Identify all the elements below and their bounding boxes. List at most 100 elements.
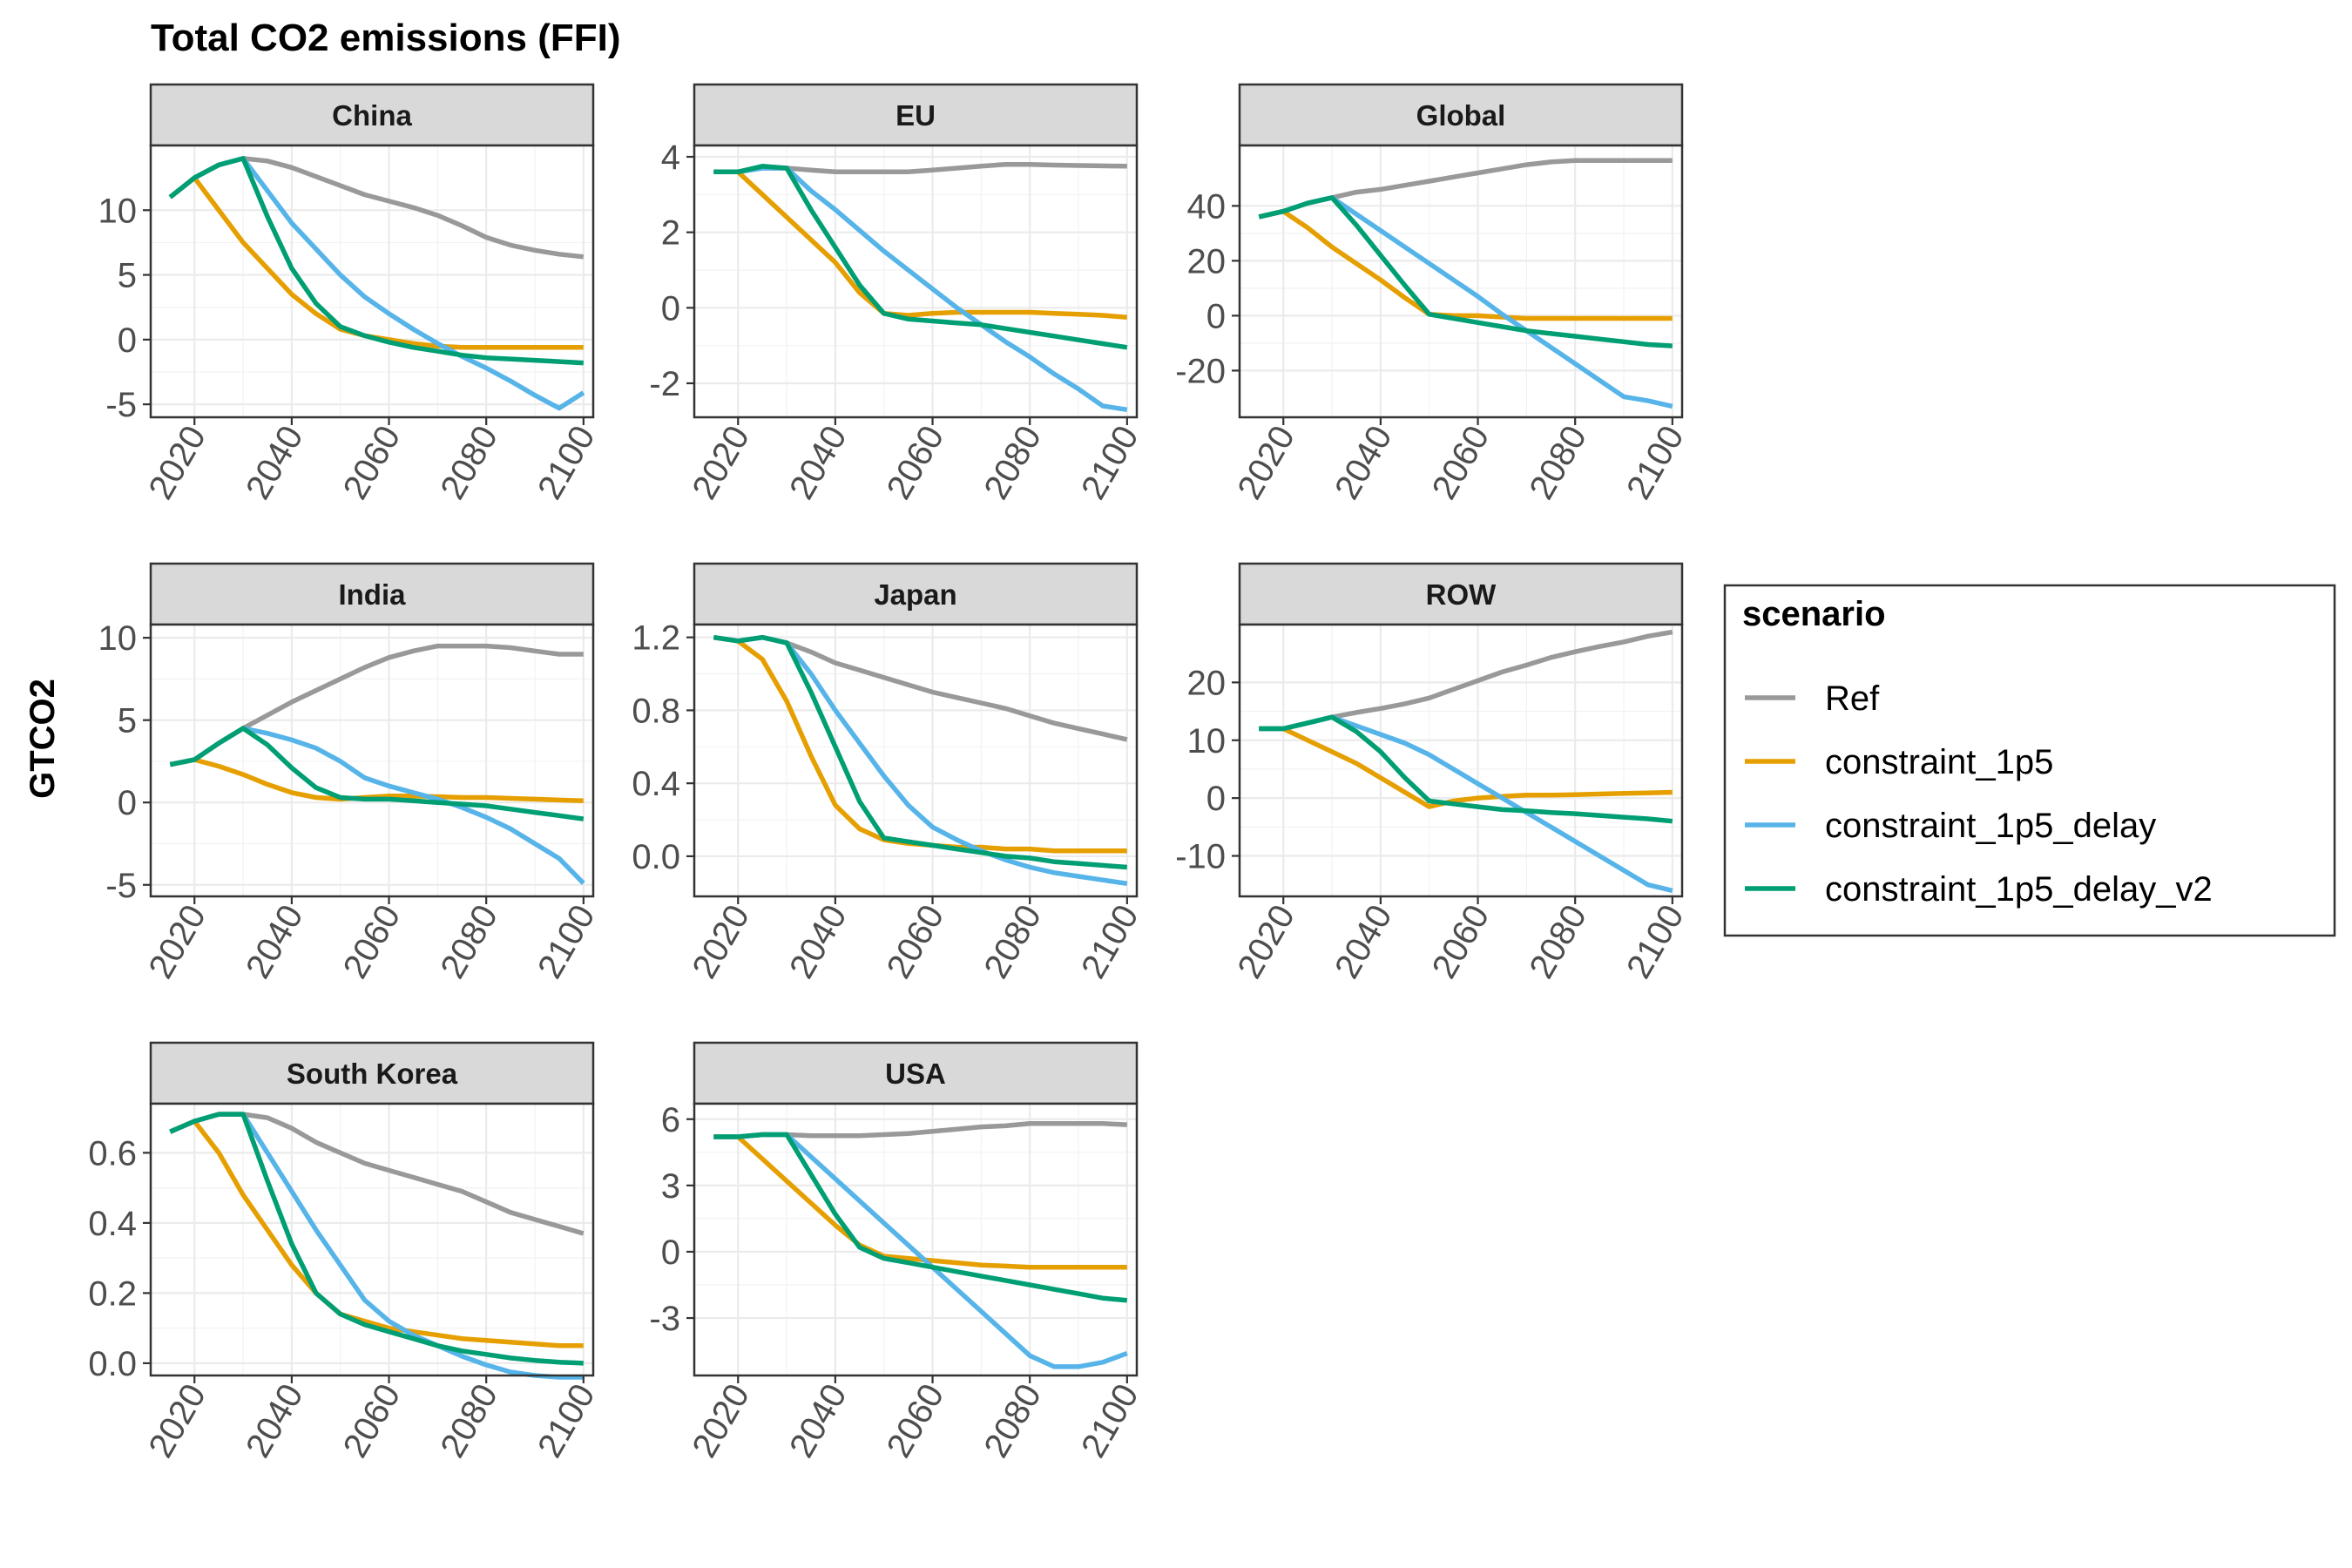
panel-area (694, 1104, 1137, 1375)
y-tick-label: 4 (661, 139, 680, 177)
panel-area (694, 145, 1137, 417)
panel-strip-label: Global (1416, 99, 1506, 132)
y-tick-label: 0 (1206, 297, 1226, 335)
x-tick-label: 2100 (1074, 420, 1146, 506)
series-line-constraint-1p5 (169, 1119, 584, 1348)
panel-border (693, 623, 1139, 898)
x-tick-label: 2040 (1328, 899, 1400, 985)
series-line-constraint-1p5-delay-v2 (713, 1132, 1128, 1303)
y-tick-label: 0.0 (88, 1345, 137, 1383)
panel-area (1240, 145, 1682, 417)
x-tick-label: 2060 (880, 1378, 952, 1464)
series-line-constraint-1p5-delay-v2 (169, 726, 585, 821)
x-tick-label: 2020 (141, 1378, 213, 1464)
series-line-constraint-1p5 (1258, 208, 1673, 321)
panel-area (151, 145, 593, 417)
panel-strip-label: China (332, 99, 412, 132)
x-tick-label: 2100 (531, 420, 603, 506)
panel-border (1238, 623, 1684, 898)
x-tick-label: 2060 (880, 899, 952, 985)
panel-japan: Japan 0.0 0.4 0.8 1.2 2020 2040 2060 2080 2100 (632, 562, 1146, 985)
legend-title: scenario (1742, 595, 1886, 633)
y-tick-label: 0.6 (88, 1134, 137, 1173)
panel-strip-label: South Korea (287, 1058, 458, 1090)
x-tick-label: 2060 (336, 1378, 409, 1464)
legend: scenario Ref constraint_1p5 constraint_1p5… (1723, 584, 2336, 937)
x-tick-label: 2080 (977, 420, 1049, 506)
y-tick-label: 0.4 (88, 1205, 137, 1243)
y-tick-label: 3 (661, 1167, 680, 1206)
panel-south-korea: South Korea 0.0 0.2 0.4 0.6 2020 2040 2060 2080 2… (88, 1041, 603, 1464)
y-tick-label: 0 (661, 1233, 680, 1272)
y-tick-label: 0.0 (632, 838, 680, 876)
gridlines (1240, 625, 1682, 896)
panel-area (151, 625, 593, 896)
y-tick-label: 10 (98, 619, 138, 658)
y-tick-label: 1.2 (632, 619, 680, 658)
series-line-constraint-1p5-delay-v2 (169, 1112, 584, 1366)
panel-india: India -5 0 5 10 2020 2040 2060 2080 2100 (98, 562, 603, 985)
x-tick-label: 2100 (531, 1378, 603, 1464)
legend-entry-ref: Ref (1745, 679, 1880, 718)
x-tick-label: 2020 (1230, 420, 1302, 506)
x-tick-label: 2040 (782, 1378, 855, 1464)
x-tick-label: 2020 (685, 899, 757, 985)
series-line-constraint-1p5-delay-v2 (713, 634, 1128, 870)
x-tick-label: 2100 (1619, 899, 1692, 985)
series-line-constraint-1p5-delay-v2 (1259, 714, 1673, 824)
x-tick-label: 2080 (977, 1378, 1049, 1464)
y-tick-label: 0 (118, 321, 137, 360)
series-line-constraint-1p5 (713, 1134, 1127, 1270)
gridlines (694, 625, 1137, 896)
x-tick-label: 2060 (336, 420, 409, 506)
chart-title: Total CO2 emissions (FFI) (151, 17, 620, 59)
x-tick-label: 2100 (1619, 420, 1692, 506)
y-tick-label: 2 (661, 214, 680, 253)
gridlines (151, 145, 593, 417)
x-tick-label: 2060 (336, 899, 409, 985)
y-tick-label: 0.8 (632, 692, 680, 730)
panel-eu: EU -2 0 2 4 2020 2040 2060 2080 2100 (649, 83, 1146, 506)
x-tick-label: 2080 (433, 1378, 505, 1464)
panel-strip (1238, 83, 1684, 147)
legend-box (1723, 584, 2336, 937)
y-tick-label: 20 (1187, 242, 1227, 280)
x-tick-label: 2040 (239, 420, 311, 506)
y-tick-label: 5 (118, 702, 137, 740)
x-tick-label: 2020 (141, 899, 213, 985)
panel-strip (1238, 562, 1684, 626)
x-tick-label: 2080 (433, 420, 505, 506)
panel-area (1240, 625, 1682, 896)
gridlines (151, 625, 593, 896)
y-tick-label: 20 (1187, 664, 1227, 702)
y-tick-label: -5 (105, 867, 137, 905)
panel-strip (149, 83, 595, 147)
panel-china: China -5 0 5 10 2020 2040 2060 2080 2100 (98, 83, 603, 506)
panel-area (151, 1104, 593, 1375)
panel-border (149, 144, 595, 419)
series-line-constraint-1p5 (713, 169, 1128, 320)
y-tick-label: -20 (1175, 352, 1226, 390)
y-tick-label: 40 (1187, 187, 1227, 226)
x-tick-label: 2020 (141, 420, 213, 506)
panel-strip-label: USA (885, 1058, 946, 1090)
panel-border (693, 144, 1139, 419)
gridlines (1240, 145, 1682, 417)
x-tick-label: 2040 (782, 420, 855, 506)
y-tick-label: 0 (118, 784, 137, 822)
x-tick-label: 2020 (1230, 899, 1302, 985)
panel-strip-label: EU (896, 99, 936, 132)
panel-strip (149, 1041, 595, 1105)
x-tick-label: 2080 (1522, 420, 1594, 506)
panel-border (693, 1102, 1139, 1377)
x-tick-label: 2040 (782, 899, 855, 985)
panel-border (1238, 144, 1684, 419)
x-tick-label: 2020 (685, 420, 757, 506)
gridlines (694, 145, 1137, 417)
legend-entry-constraint-1p5: constraint_1p5 (1745, 743, 2053, 781)
series-line-constraint-1p5-delay-v2 (168, 156, 584, 366)
legend-entry-constraint-1p5-delay: constraint_1p5_delay (1745, 807, 2156, 845)
